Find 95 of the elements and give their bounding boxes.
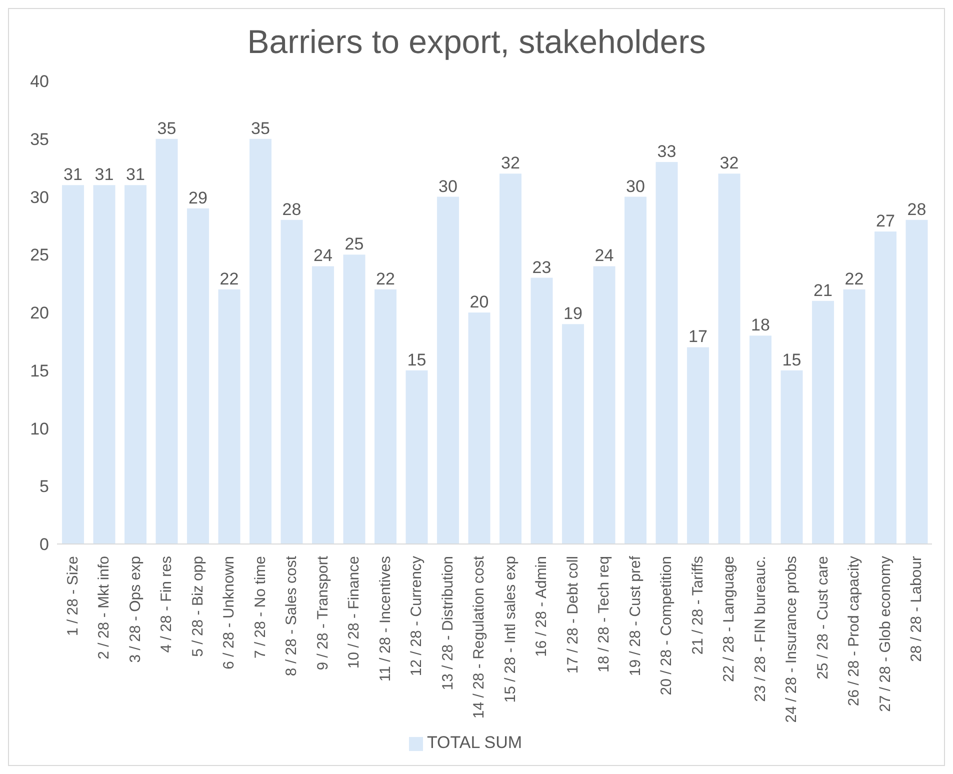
bar — [906, 220, 928, 544]
data-label: 31 — [94, 165, 114, 184]
x-tick-label: 8 / 28 - Sales cost — [283, 555, 300, 676]
data-label: 32 — [720, 154, 739, 173]
bar — [250, 138, 272, 544]
data-label: 23 — [532, 258, 552, 277]
bar — [593, 266, 616, 544]
y-tick-label: 10 — [30, 419, 49, 438]
bar — [843, 289, 866, 544]
bar — [500, 174, 522, 544]
x-tick-label: 27 / 28 - Glob economy — [876, 556, 894, 712]
bar — [312, 266, 334, 544]
x-tick-label: 11 / 28 - Incentives — [376, 556, 394, 682]
data-label: 31 — [126, 165, 145, 184]
x-tick-label: 17 / 28 - Debt coll — [564, 556, 582, 674]
x-tick-label: 28 / 28 - Labour — [908, 556, 926, 662]
bar — [93, 185, 116, 544]
x-tick-label: 13 / 28 - Distribution — [439, 556, 456, 690]
y-tick-label: 20 — [30, 304, 49, 323]
bar — [280, 220, 303, 544]
bar — [874, 231, 896, 544]
data-label: 28 — [282, 200, 302, 219]
x-tick-label: 4 / 28 - Fin res — [158, 556, 176, 653]
bar — [562, 324, 584, 544]
bar — [406, 370, 428, 544]
x-tick-label: 2 / 28 - Mkt info — [96, 556, 113, 660]
x-tick-label: 26 / 28 - Prod capacity — [846, 556, 863, 706]
data-label: 21 — [814, 280, 832, 300]
bar — [124, 185, 146, 544]
bar — [750, 336, 772, 544]
bar — [374, 289, 396, 544]
x-tick-label: 21 / 28 - Tariffs — [689, 556, 706, 655]
x-tick-label: 16 / 28 - Admin — [533, 556, 550, 657]
data-label: 30 — [438, 176, 458, 196]
x-tick-label: 5 / 28 - Biz opp — [189, 556, 206, 657]
data-label: 29 — [188, 188, 208, 208]
x-tick-label: 3 / 28 - Ops exp — [126, 556, 144, 663]
data-label: 32 — [501, 154, 520, 173]
data-label: 35 — [251, 118, 270, 138]
bar — [62, 185, 84, 544]
x-tick-label: 7 / 28 - No time — [252, 556, 269, 659]
data-label: 27 — [876, 211, 895, 230]
data-label: 30 — [626, 176, 645, 196]
y-tick-label: 0 — [40, 535, 49, 554]
bar — [624, 196, 646, 544]
y-tick-label: 5 — [40, 477, 49, 496]
x-tick-label: 18 / 28 - Tech req — [596, 556, 613, 672]
data-label: 31 — [64, 165, 82, 184]
x-tick-label: 1 / 28 - Size — [64, 556, 82, 636]
data-label: 24 — [314, 246, 332, 266]
x-tick-label: 24 / 28 - Insurance probs — [783, 556, 800, 723]
y-tick-label: 15 — [30, 361, 49, 380]
data-label: 15 — [407, 350, 426, 370]
x-tick-label: 10 / 28 - Finance — [346, 556, 363, 669]
bar — [718, 174, 740, 544]
bar — [156, 138, 178, 544]
chart-title: Barriers to export, stakeholders — [246, 22, 707, 62]
bar — [437, 196, 459, 544]
x-tick-label: 14 / 28 - Regulation cost — [470, 555, 488, 719]
y-tick-label: 30 — [30, 188, 49, 207]
x-tick-label: 12 / 28 - Currency — [408, 556, 426, 676]
data-label: 22 — [844, 269, 864, 288]
data-label: 15 — [782, 350, 802, 370]
data-label: 28 — [907, 200, 926, 219]
bar — [187, 208, 209, 544]
x-tick-label: 19 / 28 - Cust pref — [626, 555, 644, 676]
x-tick-label: 23 / 28 - FIN bureauc. — [752, 556, 769, 702]
bar — [687, 347, 709, 544]
y-tick-label: 40 — [30, 72, 49, 92]
data-label: 20 — [470, 292, 489, 312]
bar — [468, 312, 490, 544]
x-tick-label: 9 / 28 - Transport — [314, 555, 332, 670]
bar — [530, 278, 553, 544]
data-label: 18 — [751, 316, 770, 335]
x-tick-label: 22 / 28 - Language — [720, 556, 738, 682]
y-tick-label: 25 — [30, 246, 49, 265]
bar — [343, 254, 366, 544]
x-tick-label: 6 / 28 - Unknown — [220, 556, 238, 670]
data-label: 17 — [688, 327, 708, 346]
bar — [218, 289, 240, 544]
bar — [656, 162, 678, 544]
x-tick-label: 15 / 28 - Intl sales exp — [502, 556, 519, 703]
legend-label: TOTAL SUM — [426, 733, 522, 752]
data-label: 22 — [376, 269, 395, 288]
bar — [780, 370, 803, 544]
data-label: 19 — [564, 304, 582, 324]
x-tick-label: 25 / 28 - Cust care — [814, 556, 832, 680]
data-label: 25 — [344, 234, 364, 254]
x-tick-label: 20 / 28 - Competition — [658, 556, 676, 696]
y-tick-label: 35 — [30, 130, 49, 149]
data-label: 35 — [157, 118, 176, 138]
bar — [812, 300, 834, 544]
data-label: 24 — [594, 246, 614, 266]
data-label: 22 — [220, 269, 239, 288]
data-label: 33 — [657, 142, 676, 162]
